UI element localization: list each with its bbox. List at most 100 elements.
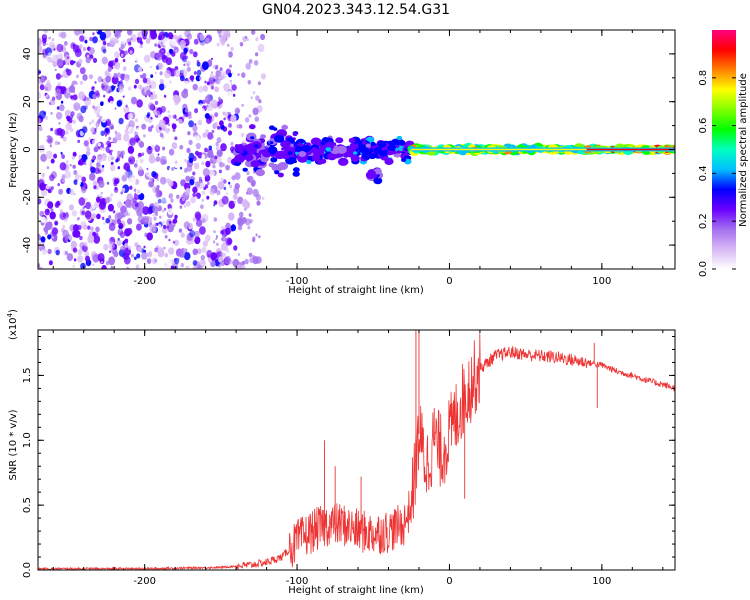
heatmap-noise-blob bbox=[89, 36, 93, 42]
heatmap-noise-blob bbox=[49, 174, 55, 182]
heatmap-noise-blob bbox=[107, 203, 114, 212]
heatmap-noise-blob bbox=[59, 128, 66, 137]
heatmap-noise-blob bbox=[211, 129, 215, 134]
heatmap-noise-blob bbox=[152, 206, 159, 214]
heatmap-noise-blob bbox=[195, 150, 199, 156]
heatmap-noise-blob bbox=[44, 115, 49, 121]
heatmap-noise-blob bbox=[192, 51, 198, 58]
heatmap-signal-blob bbox=[387, 144, 396, 151]
heatmap-noise-blob bbox=[155, 52, 163, 61]
heatmap-noise-blob bbox=[116, 218, 121, 225]
heatmap-noise-blob bbox=[214, 155, 218, 160]
heatmap-noise-blob bbox=[101, 105, 107, 113]
heatmap-noise-blob bbox=[161, 50, 164, 53]
heatmap-noise-blob bbox=[105, 261, 110, 266]
heatmap-noise-blob bbox=[114, 130, 118, 135]
colorbar-tick-label: 0.0 bbox=[698, 261, 709, 277]
heatmap-noise-blob bbox=[200, 204, 204, 209]
heatmap-noise-blob bbox=[159, 214, 165, 222]
heatmap-noise-blob bbox=[179, 166, 183, 170]
heatmap-noise-blob bbox=[82, 74, 88, 81]
heatmap-noise-blob bbox=[123, 162, 130, 171]
heatmap-noise-blob bbox=[76, 112, 83, 120]
heatmap-noise-blob bbox=[110, 193, 113, 197]
heatmap-noise-blob bbox=[215, 78, 221, 85]
heatmap-noise-blob bbox=[46, 43, 49, 46]
heatmap-noise-blob bbox=[212, 223, 215, 226]
heatmap-noise-blob bbox=[223, 222, 226, 226]
heatmap-noise-blob bbox=[246, 170, 250, 176]
heatmap-noise-blob bbox=[38, 203, 43, 212]
x-tick-label: 100 bbox=[592, 276, 611, 287]
heatmap-noise-blob bbox=[158, 62, 164, 70]
heatmap-signal-blob bbox=[373, 147, 383, 154]
heatmap-noise-blob bbox=[209, 159, 213, 164]
heatmap-noise-blob bbox=[212, 64, 216, 69]
heatmap-noise-blob bbox=[92, 32, 95, 36]
heatmap-noise-blob bbox=[108, 256, 116, 266]
heatmap-signal-blob bbox=[370, 173, 378, 179]
spectrogram-y-label: Frequency (Hz) bbox=[8, 112, 19, 188]
heatmap-noise-blob bbox=[55, 249, 60, 256]
heatmap-noise-blob bbox=[240, 264, 246, 269]
heatmap-noise-blob bbox=[179, 205, 183, 209]
heatmap-noise-blob bbox=[180, 75, 185, 82]
heatmap-noise-blob bbox=[151, 124, 154, 129]
heatmap-noise-blob bbox=[148, 180, 155, 188]
heatmap-noise-blob bbox=[215, 134, 219, 138]
spectrogram-x-label: Height of straight line (km) bbox=[288, 285, 424, 296]
heatmap-noise-blob bbox=[180, 179, 187, 187]
heatmap-signal-blob bbox=[313, 148, 323, 156]
heatmap-noise-blob bbox=[113, 73, 118, 79]
heatmap-noise-blob bbox=[120, 246, 124, 251]
heatmap-noise-blob bbox=[127, 30, 133, 36]
heatmap-noise-blob bbox=[153, 216, 157, 221]
heatmap-noise-blob bbox=[96, 113, 100, 118]
spectrogram-y-ticks: -40 -20 0 20 40 bbox=[22, 29, 675, 270]
heatmap-noise-blob bbox=[218, 96, 221, 101]
heatmap-signal-blob bbox=[306, 160, 312, 165]
heatmap-noise-blob bbox=[168, 220, 172, 224]
heatmap-noise-blob bbox=[111, 101, 113, 104]
heatmap-noise-blob bbox=[59, 199, 64, 205]
heatmap-noise-blob bbox=[192, 192, 196, 198]
heatmap-noise-blob bbox=[143, 134, 146, 138]
heatmap-noise-blob bbox=[165, 257, 173, 266]
heatmap-noise-blob bbox=[143, 245, 146, 249]
heatmap-noise-blob bbox=[95, 121, 100, 127]
heatmap-noise-blob bbox=[217, 181, 225, 190]
heatmap-noise-blob bbox=[170, 198, 174, 203]
heatmap-noise-blob bbox=[81, 186, 87, 194]
heatmap-noise-blob bbox=[129, 137, 136, 146]
heatmap-noise-blob bbox=[223, 117, 226, 121]
y-tick-label: 0.5 bbox=[22, 497, 33, 513]
heatmap-signal-blob bbox=[396, 135, 403, 141]
heatmap-noise-blob bbox=[55, 111, 63, 120]
heatmap-noise-blob bbox=[64, 109, 72, 119]
heatmap-noise-blob bbox=[199, 34, 205, 41]
heatmap-noise-blob bbox=[58, 122, 61, 125]
heatmap-noise-blob bbox=[164, 69, 172, 79]
heatmap-noise-blob bbox=[135, 127, 141, 133]
heatmap-noise-blob bbox=[185, 175, 191, 182]
heatmap-noise-blob bbox=[49, 211, 56, 220]
heatmap-noise-blob bbox=[124, 238, 129, 243]
heatmap-signal-blob bbox=[269, 141, 274, 145]
heatmap-noise-blob bbox=[223, 30, 231, 38]
heatmap-noise-blob bbox=[166, 51, 171, 57]
heatmap-noise-blob bbox=[252, 256, 259, 265]
heatmap-noise-blob bbox=[165, 128, 170, 134]
heatmap-noise-blob bbox=[127, 218, 133, 225]
heatmap-noise-blob bbox=[66, 69, 72, 76]
heatmap-noise-blob bbox=[85, 197, 88, 201]
heatmap-noise-blob bbox=[135, 118, 139, 123]
heatmap-noise-blob bbox=[96, 213, 101, 220]
heatmap-noise-blob bbox=[70, 111, 75, 117]
heatmap-noise-blob bbox=[221, 252, 226, 258]
spectrogram-x-ticks: -200 -100 0 100 bbox=[52, 30, 664, 287]
heatmap-noise-blob bbox=[129, 55, 136, 64]
heatmap-noise-blob bbox=[225, 248, 230, 253]
heatmap-signal-blob bbox=[250, 136, 255, 140]
heatmap-noise-blob bbox=[134, 163, 138, 168]
heatmap-noise-blob bbox=[48, 41, 56, 50]
